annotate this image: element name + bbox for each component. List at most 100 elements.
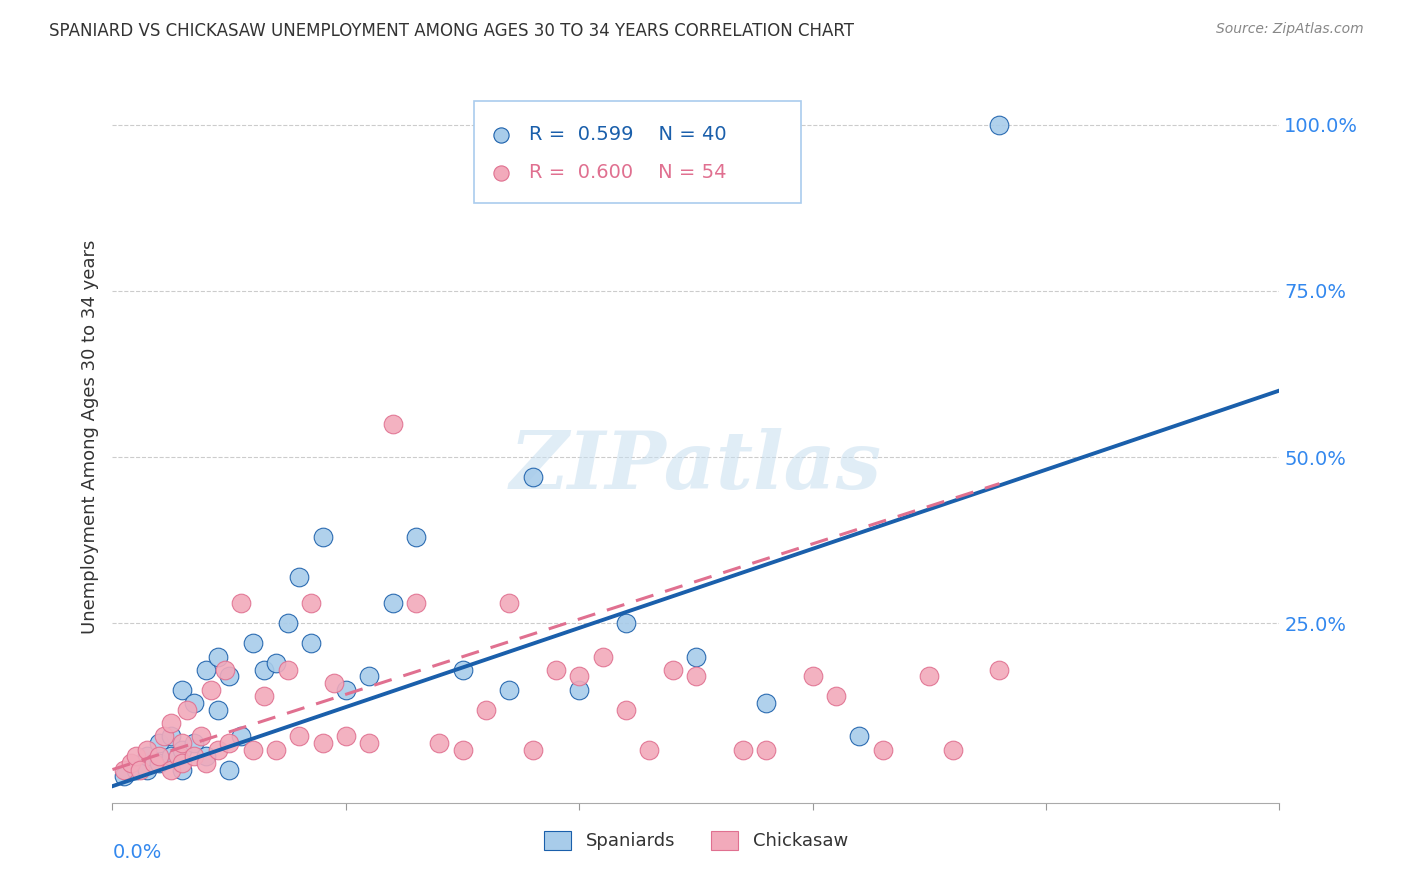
Point bbox=[755, 742, 778, 756]
Point bbox=[194, 663, 217, 677]
Point bbox=[879, 175, 901, 189]
Point bbox=[172, 763, 194, 777]
Point bbox=[160, 763, 183, 777]
Point bbox=[190, 729, 212, 743]
Point bbox=[299, 596, 322, 610]
Point bbox=[253, 663, 276, 677]
Point bbox=[276, 663, 298, 677]
Point bbox=[568, 669, 591, 683]
Point bbox=[242, 636, 264, 650]
Point bbox=[112, 763, 135, 777]
Point bbox=[120, 756, 142, 770]
Point bbox=[918, 669, 941, 683]
Point bbox=[194, 749, 217, 764]
Point bbox=[879, 210, 901, 224]
Point bbox=[288, 729, 311, 743]
Point bbox=[323, 676, 346, 690]
Text: SPANIARD VS CHICKASAW UNEMPLOYMENT AMONG AGES 30 TO 34 YEARS CORRELATION CHART: SPANIARD VS CHICKASAW UNEMPLOYMENT AMONG… bbox=[49, 22, 855, 40]
Point bbox=[405, 596, 427, 610]
Legend: Spaniards, Chickasaw: Spaniards, Chickasaw bbox=[537, 824, 855, 858]
Point bbox=[136, 742, 159, 756]
Point bbox=[264, 656, 287, 670]
Point bbox=[160, 716, 183, 731]
Point bbox=[183, 749, 205, 764]
Point bbox=[335, 682, 357, 697]
Point bbox=[207, 703, 229, 717]
Point bbox=[183, 736, 205, 750]
Point bbox=[229, 596, 252, 610]
Point bbox=[136, 749, 159, 764]
Text: Source: ZipAtlas.com: Source: ZipAtlas.com bbox=[1216, 22, 1364, 37]
Point bbox=[359, 736, 381, 750]
Point bbox=[160, 749, 183, 764]
Point bbox=[288, 570, 311, 584]
Point bbox=[311, 530, 333, 544]
Point bbox=[172, 736, 194, 750]
Point bbox=[194, 756, 217, 770]
Point bbox=[253, 690, 276, 704]
Point bbox=[498, 682, 520, 697]
Point bbox=[214, 663, 236, 677]
Point bbox=[801, 669, 824, 683]
Point bbox=[276, 616, 298, 631]
Point bbox=[522, 470, 544, 484]
Point bbox=[942, 742, 965, 756]
Point bbox=[229, 729, 252, 743]
Point bbox=[685, 669, 707, 683]
Point bbox=[731, 742, 754, 756]
Point bbox=[172, 742, 194, 756]
Point bbox=[451, 742, 474, 756]
Point bbox=[264, 742, 287, 756]
Point bbox=[988, 663, 1011, 677]
Text: R =  0.600    N = 54: R = 0.600 N = 54 bbox=[529, 163, 727, 182]
Point bbox=[125, 763, 148, 777]
Point bbox=[848, 729, 870, 743]
Point bbox=[405, 530, 427, 544]
Point bbox=[544, 663, 567, 677]
Point bbox=[112, 769, 135, 783]
Point bbox=[218, 763, 240, 777]
Point bbox=[638, 742, 661, 756]
Point bbox=[311, 736, 333, 750]
Point bbox=[359, 669, 381, 683]
Point bbox=[166, 749, 188, 764]
Text: R =  0.599    N = 40: R = 0.599 N = 40 bbox=[529, 125, 727, 145]
Point bbox=[755, 696, 778, 710]
Y-axis label: Unemployment Among Ages 30 to 34 years: Unemployment Among Ages 30 to 34 years bbox=[80, 240, 98, 634]
Point bbox=[125, 749, 148, 764]
Point bbox=[143, 756, 166, 770]
Text: 0.0%: 0.0% bbox=[112, 843, 162, 862]
Point bbox=[148, 736, 170, 750]
Point bbox=[183, 696, 205, 710]
Point bbox=[381, 417, 404, 431]
Point bbox=[172, 682, 194, 697]
Point bbox=[160, 729, 183, 743]
FancyBboxPatch shape bbox=[474, 101, 801, 203]
Point bbox=[872, 742, 894, 756]
Point bbox=[614, 703, 637, 717]
Text: ZIPatlas: ZIPatlas bbox=[510, 427, 882, 505]
Point bbox=[172, 756, 194, 770]
Point bbox=[685, 649, 707, 664]
Point bbox=[988, 118, 1011, 132]
Point bbox=[200, 682, 222, 697]
Point bbox=[522, 742, 544, 756]
Point bbox=[825, 690, 848, 704]
Point bbox=[176, 703, 198, 717]
Point bbox=[207, 742, 229, 756]
Point bbox=[568, 682, 591, 697]
Point bbox=[592, 649, 614, 664]
Point bbox=[661, 663, 683, 677]
Point bbox=[475, 703, 498, 717]
Point bbox=[136, 763, 159, 777]
Point bbox=[299, 636, 322, 650]
Point bbox=[153, 729, 176, 743]
Point bbox=[148, 756, 170, 770]
Point bbox=[218, 669, 240, 683]
Point bbox=[207, 649, 229, 664]
Point bbox=[614, 616, 637, 631]
Point bbox=[427, 736, 450, 750]
Point bbox=[129, 763, 152, 777]
Point bbox=[451, 663, 474, 677]
Point bbox=[148, 749, 170, 764]
